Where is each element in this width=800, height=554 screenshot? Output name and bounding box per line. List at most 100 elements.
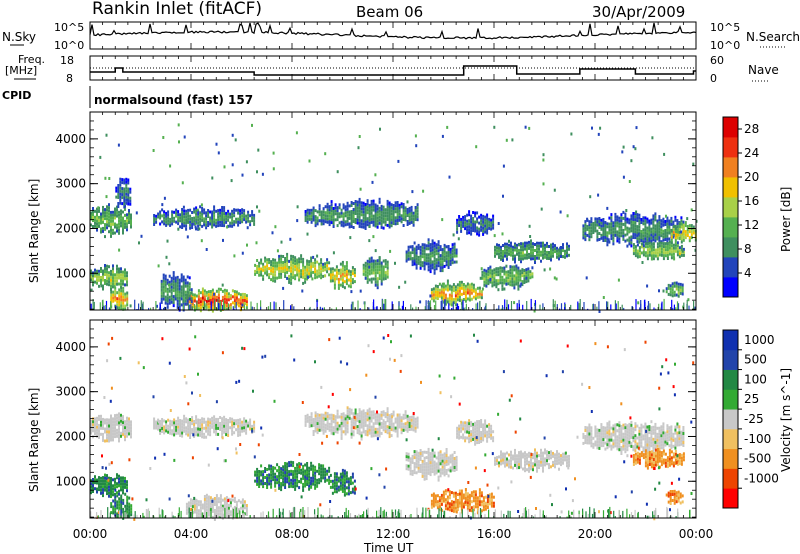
power-cell	[671, 285, 674, 289]
power-speckle	[166, 239, 169, 243]
velocity-cell	[300, 468, 303, 472]
velocity-cell	[378, 422, 381, 426]
power-cell	[495, 267, 498, 271]
velocity-cell	[209, 433, 212, 437]
power-cell	[348, 213, 351, 217]
power-speckle	[301, 289, 304, 293]
power-cell	[272, 267, 275, 271]
velocity-cell	[286, 471, 289, 475]
power-cell	[352, 214, 355, 217]
power-cell	[219, 211, 222, 215]
velocity-cell	[104, 488, 106, 492]
power-cell	[430, 291, 433, 295]
velocity-cell	[221, 429, 224, 433]
power-cell	[481, 276, 484, 280]
power-cell	[229, 303, 232, 307]
power-cell	[209, 296, 212, 299]
power-cell	[114, 292, 117, 296]
power-cell	[435, 243, 438, 247]
power-cell	[217, 212, 220, 216]
velocity-cell	[356, 425, 359, 429]
velocity-cell	[227, 503, 230, 507]
power-cell	[673, 284, 676, 288]
power-cell	[370, 208, 373, 212]
velocity-cell	[112, 435, 114, 439]
power-cell	[434, 287, 437, 291]
power-cell	[460, 229, 463, 233]
power-ground-streak	[440, 300, 442, 310]
power-cell	[380, 225, 383, 229]
velocity-cell	[406, 414, 409, 418]
velocity-cell	[280, 476, 283, 480]
velocity-cell	[378, 428, 381, 432]
power-cell	[280, 254, 283, 258]
power-cell	[668, 219, 671, 223]
power-cell	[186, 284, 189, 288]
velocity-cell	[274, 484, 277, 488]
velocity-cell	[268, 476, 271, 480]
power-cell	[512, 257, 514, 261]
power-cell	[314, 215, 317, 219]
power-cell	[427, 247, 430, 251]
power-cell	[612, 233, 615, 237]
power-cell	[209, 299, 212, 302]
power-cell	[433, 256, 436, 260]
power-cell	[223, 221, 226, 225]
power-cell	[441, 257, 444, 261]
power-ground-streak	[134, 299, 136, 310]
velocity-cell	[360, 431, 363, 435]
velocity-cell	[106, 489, 108, 493]
velocity-cell	[116, 512, 119, 516]
power-cell	[622, 234, 625, 238]
velocity-cell	[215, 429, 218, 433]
power-cell	[217, 215, 220, 219]
power-cell	[195, 206, 198, 210]
velocity-cell	[106, 486, 108, 490]
power-cell	[349, 276, 352, 280]
velocity-cell	[237, 418, 240, 422]
power-cell	[376, 225, 379, 229]
power-cell	[372, 220, 375, 224]
power-cell	[411, 260, 414, 264]
power-cell	[376, 268, 379, 272]
power-ground-streak	[526, 301, 528, 310]
power-cell	[280, 257, 283, 261]
velocity-cell	[114, 429, 116, 433]
power-cell	[566, 245, 568, 249]
velocity-cell	[352, 421, 355, 425]
velocity-cell	[171, 420, 174, 424]
power-cell	[360, 213, 363, 217]
power-cell	[376, 222, 379, 226]
power-speckle	[257, 148, 260, 152]
power-cell	[223, 297, 226, 301]
velocity-cell	[358, 429, 361, 433]
power-cell	[120, 212, 122, 216]
power-cell	[480, 222, 483, 226]
power-cell	[502, 256, 504, 259]
power-cell	[221, 212, 224, 215]
velocity-cell	[334, 415, 337, 419]
power-cell	[199, 214, 202, 218]
power-cell	[660, 241, 663, 245]
power-cell	[320, 276, 323, 280]
power-cell	[124, 225, 126, 229]
power-cell	[416, 215, 419, 219]
power-cell	[294, 259, 297, 263]
power-cell	[241, 301, 244, 305]
power-cell	[476, 217, 479, 221]
power-cell	[386, 208, 389, 212]
power-cell	[197, 298, 200, 302]
velocity-cell	[223, 421, 226, 425]
power-cell	[171, 222, 174, 226]
velocity-cell	[380, 425, 383, 429]
velocity-cell	[114, 501, 117, 505]
power-cell	[181, 220, 184, 223]
power-cell	[270, 269, 273, 273]
velocity-cell	[112, 438, 114, 442]
velocity-cell	[344, 423, 347, 427]
power-ground-streak	[352, 301, 354, 310]
power-cell	[394, 210, 397, 214]
power-cell	[470, 223, 473, 227]
velocity-cell	[406, 429, 409, 433]
velocity-cell	[128, 417, 130, 421]
